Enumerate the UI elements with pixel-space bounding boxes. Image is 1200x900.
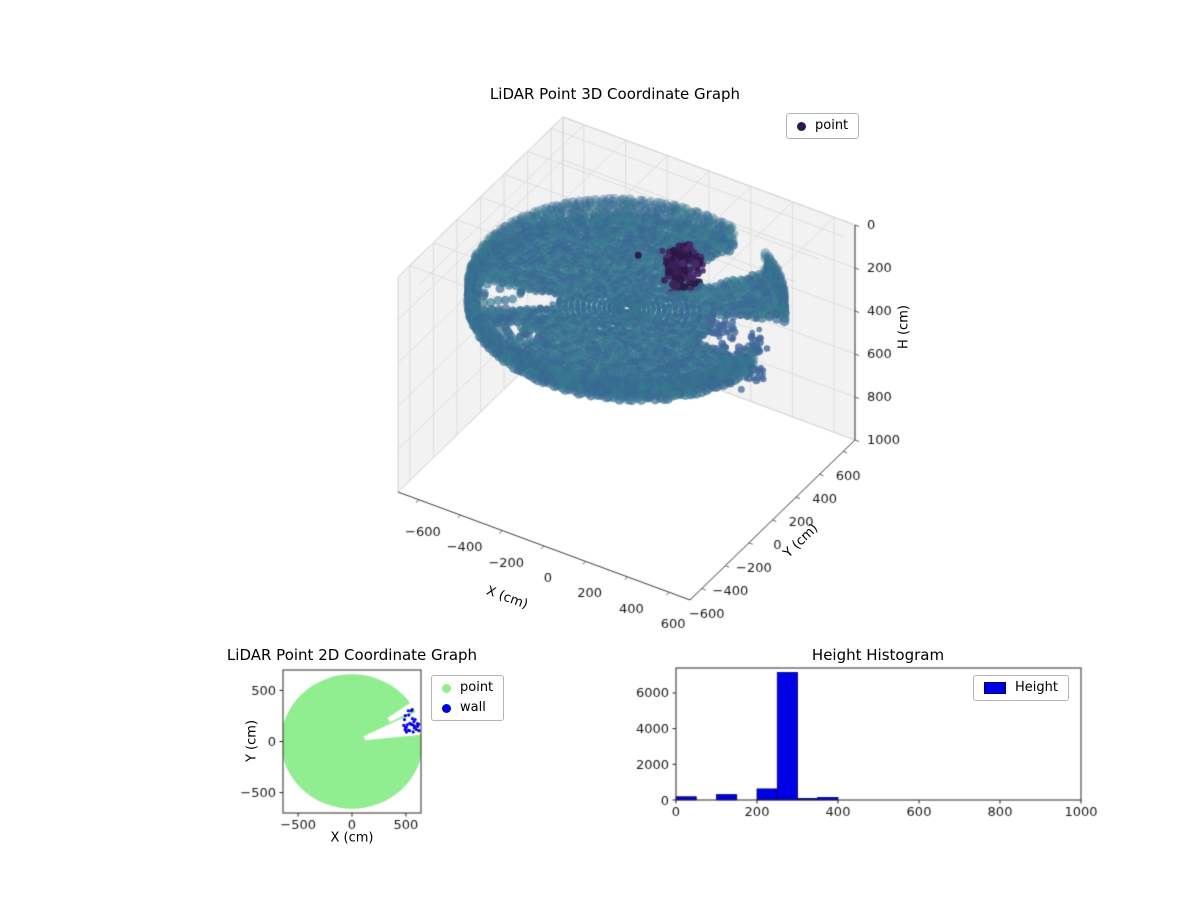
chart2d-title: LiDAR Point 2D Coordinate Graph — [226, 646, 478, 664]
chart3d-title: LiDAR Point 3D Coordinate Graph — [489, 85, 741, 103]
chart2d-xaxis-label: X (cm) — [330, 830, 374, 846]
height-patch-icon — [984, 682, 1006, 694]
legend-item-point: point — [797, 119, 848, 133]
hist-legend: Height — [973, 675, 1069, 701]
legend-label-height: Height — [1015, 680, 1058, 695]
chart2d-yaxis-label: Y (cm) — [244, 719, 260, 763]
legend-label-point: point — [460, 680, 494, 695]
point-marker-icon — [797, 121, 806, 131]
wall-marker-icon — [442, 703, 451, 713]
chart2d-legend: point wall — [431, 675, 505, 721]
legend-item-height: Height — [984, 681, 1058, 695]
legend-label-point: point — [815, 118, 849, 133]
chart3d-legend: point — [786, 113, 860, 139]
chart3d-zaxis-label: H (cm) — [896, 305, 912, 349]
legend-label-wall: wall — [460, 700, 486, 715]
legend-item-wall: wall — [442, 701, 493, 715]
legend-item-point: point — [442, 681, 493, 695]
point-marker-icon — [442, 683, 451, 693]
hist-title: Height Histogram — [811, 646, 945, 664]
